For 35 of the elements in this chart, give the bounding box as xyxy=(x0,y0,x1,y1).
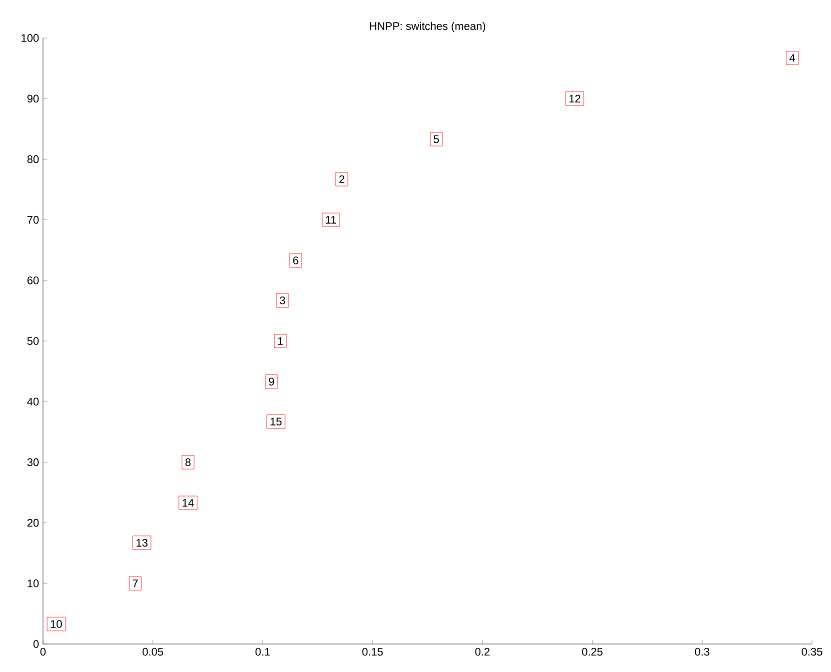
y-tick-label: 40 xyxy=(27,398,39,406)
annotation: 1 xyxy=(278,337,283,345)
x-tick-label: 0.35 xyxy=(802,648,822,656)
annotation: 4 xyxy=(789,54,795,62)
y-tick-label: 30 xyxy=(27,458,39,466)
annotation: 15 xyxy=(270,418,282,426)
y-tick-label: 60 xyxy=(27,276,39,284)
y-tick-label: 10 xyxy=(28,580,39,588)
annotation: 5 xyxy=(434,135,439,144)
chart-title: HNPP: switches (mean) xyxy=(370,22,486,32)
annotation: 2 xyxy=(339,175,344,184)
y-tick-label: 50 xyxy=(27,337,39,345)
annotation: 8 xyxy=(185,458,191,466)
annotation: 9 xyxy=(268,378,274,386)
annotation: 14 xyxy=(182,499,194,507)
x-tick-label: 0.3 xyxy=(694,648,710,656)
annotation: 12 xyxy=(569,94,580,102)
annotation: 13 xyxy=(136,538,148,547)
x-tick-label: 0.2 xyxy=(475,648,490,656)
annotation: 6 xyxy=(293,256,298,264)
x-tick-label: 0.1 xyxy=(256,648,270,656)
x-tick-label: 0.15 xyxy=(362,648,383,656)
annotation: 7 xyxy=(132,580,138,588)
annotation: 10 xyxy=(50,620,62,628)
y-tick-label: 70 xyxy=(27,216,39,224)
annotation: 11 xyxy=(326,216,336,224)
x-tick-label: 0 xyxy=(40,648,46,656)
y-tick-label: 100 xyxy=(22,34,39,42)
y-tick-label: 80 xyxy=(27,155,39,164)
annotation: 3 xyxy=(280,296,286,304)
y-tick-label: 0 xyxy=(33,640,39,648)
x-tick-label: 0.05 xyxy=(142,648,164,656)
x-tick-label: 0.25 xyxy=(582,648,603,656)
y-tick-label: 20 xyxy=(27,518,39,527)
y-tick-label: 90 xyxy=(27,94,39,102)
